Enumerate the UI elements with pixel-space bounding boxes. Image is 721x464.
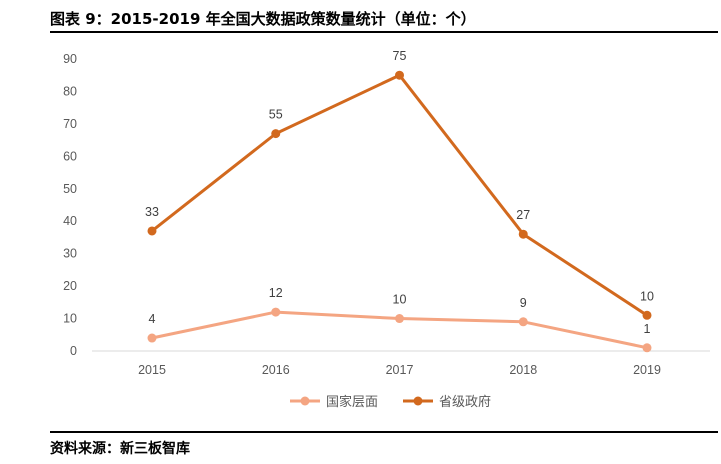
y-axis: 0 10 20 30 40 50 60 70 80 90 xyxy=(63,52,77,358)
data-point xyxy=(642,343,652,353)
figure-title: 图表 9：2015-2019 年全国大数据政策数量统计（单位：个） xyxy=(50,10,476,28)
data-label: 9 xyxy=(520,296,527,310)
title-rule xyxy=(50,31,718,33)
x-tick-label: 2019 xyxy=(633,363,661,377)
y-tick-label: 30 xyxy=(63,247,77,261)
x-tick-label: 2017 xyxy=(386,363,414,377)
x-tick-label: 2018 xyxy=(509,363,537,377)
y-tick-label: 70 xyxy=(63,117,77,131)
data-label: 12 xyxy=(269,286,283,300)
data-label: 75 xyxy=(393,49,407,63)
legend-item: 国家层面 xyxy=(290,394,378,410)
x-tick-label: 2016 xyxy=(262,363,290,377)
source-note: 资料来源：新三板智库 xyxy=(50,441,190,457)
y-tick-label: 60 xyxy=(63,149,77,163)
y-tick-label: 0 xyxy=(70,344,77,358)
data-label: 1 xyxy=(644,322,651,336)
data-point xyxy=(518,229,528,239)
x-axis: 2015 2016 2017 2018 2019 xyxy=(138,363,661,377)
data-label: 10 xyxy=(393,293,407,307)
data-point xyxy=(271,129,281,139)
data-label: 55 xyxy=(269,108,283,122)
series-2 xyxy=(147,70,652,320)
data-label: 33 xyxy=(145,205,159,219)
y-tick-label: 90 xyxy=(63,52,77,66)
series-1 xyxy=(147,307,652,353)
legend-label: 省级政府 xyxy=(439,395,491,410)
data-label: 10 xyxy=(640,289,654,303)
data-point xyxy=(518,317,528,327)
legend: 国家层面 省级政府 xyxy=(290,394,491,410)
x-tick-label: 2015 xyxy=(138,363,166,377)
series-layer xyxy=(147,70,652,353)
legend-swatch-marker xyxy=(413,396,423,406)
data-point xyxy=(395,70,404,80)
data-point xyxy=(395,314,404,324)
legend-label: 国家层面 xyxy=(326,394,378,410)
y-tick-label: 10 xyxy=(63,312,77,326)
legend-item: 省级政府 xyxy=(403,395,491,410)
data-point xyxy=(147,226,157,236)
y-tick-label: 50 xyxy=(63,182,77,196)
legend-swatch-marker xyxy=(300,396,310,406)
data-label: 4 xyxy=(149,312,156,326)
series-line xyxy=(150,73,649,317)
data-point xyxy=(147,333,157,343)
y-tick-label: 20 xyxy=(63,279,77,293)
data-label: 27 xyxy=(516,208,530,222)
y-tick-label: 80 xyxy=(63,84,77,98)
y-tick-label: 40 xyxy=(63,214,77,228)
data-point xyxy=(271,307,281,317)
data-labels: 4 12 10 9 1 33 55 75 27 10 xyxy=(145,49,654,336)
source-rule xyxy=(50,431,718,433)
data-point xyxy=(642,310,652,320)
